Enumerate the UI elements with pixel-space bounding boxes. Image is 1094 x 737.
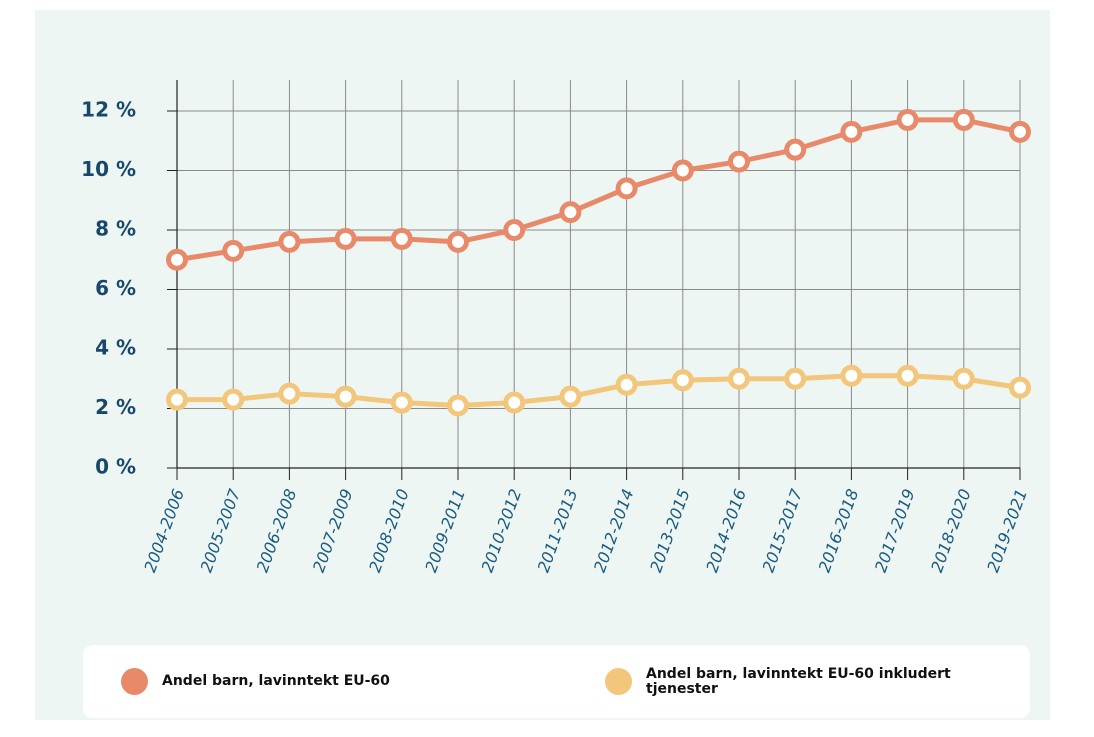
x-tick-label: 2013-2015: [646, 486, 694, 574]
legend-swatch: [121, 668, 148, 695]
point: [615, 373, 638, 396]
point: [671, 369, 694, 392]
y-tick-label: 4 %: [95, 336, 136, 360]
point: [222, 388, 245, 411]
point: [952, 367, 975, 390]
point: [278, 382, 301, 405]
point: [559, 385, 582, 408]
point: [671, 159, 694, 182]
y-tick-label: 0 %: [95, 455, 136, 479]
point: [166, 388, 188, 411]
point: [784, 138, 807, 161]
y-tick-label: 10 %: [81, 157, 136, 181]
point: [166, 248, 188, 271]
point: [278, 230, 301, 253]
point: [840, 120, 863, 143]
y-tick-label: 12 %: [81, 98, 136, 122]
x-tick-label: 2008-2010: [365, 486, 413, 574]
point: [728, 150, 750, 173]
legend-item: Andel barn, lavinntekt EU-60 inkludert t…: [605, 645, 1006, 718]
legend: Andel barn, lavinntekt EU-60 Andel barn, …: [83, 645, 1030, 718]
point: [334, 227, 357, 250]
legend-label: Andel barn, lavinntekt EU-60: [162, 673, 390, 689]
legend-label: Andel barn, lavinntekt EU-60 inkludert t…: [646, 665, 951, 697]
x-tick-label: 2005-2007: [197, 486, 245, 575]
x-tick-label: 2019-2021: [983, 486, 1031, 574]
point: [222, 239, 245, 262]
point: [952, 108, 975, 131]
x-tick-label: 2016-2018: [815, 486, 863, 574]
y-tick-label: 2 %: [95, 395, 136, 419]
point: [503, 219, 526, 241]
point: [615, 177, 638, 200]
point: [1009, 376, 1031, 399]
x-tick-label: 2004-2006: [140, 486, 188, 574]
x-tick-label: 2007-2009: [309, 486, 357, 574]
legend-item: Andel barn, lavinntekt EU-60: [121, 645, 522, 718]
point: [896, 364, 919, 387]
y-tick-label: 8 %: [95, 217, 136, 241]
x-tick-label: 2014-2016: [702, 486, 750, 574]
point: [503, 391, 526, 414]
point: [390, 391, 413, 414]
x-tick-label: 2011-2013: [534, 486, 582, 574]
point: [896, 108, 919, 131]
point: [390, 227, 413, 250]
x-tick-label: 2012-2014: [590, 486, 638, 574]
x-tick-label: 2017-2019: [871, 486, 919, 574]
point: [334, 385, 357, 408]
x-tick-label: 2018-2020: [927, 486, 975, 574]
point: [1009, 120, 1031, 143]
point: [840, 364, 863, 387]
series-line: [177, 373, 1021, 409]
x-tick-label: 2006-2008: [253, 486, 301, 574]
x-tick-label: 2009-2011: [421, 486, 469, 574]
x-tick-label: 2010-2012: [478, 486, 526, 574]
legend-swatch: [605, 668, 632, 695]
point: [728, 367, 750, 390]
x-tick-label: 2015-2017: [759, 486, 807, 575]
point: [559, 201, 582, 224]
y-tick-label: 6 %: [95, 276, 136, 300]
background: [35, 10, 1050, 720]
series-line: [176, 117, 1021, 263]
point: [784, 367, 807, 390]
point: [447, 230, 469, 253]
point: [447, 394, 469, 417]
